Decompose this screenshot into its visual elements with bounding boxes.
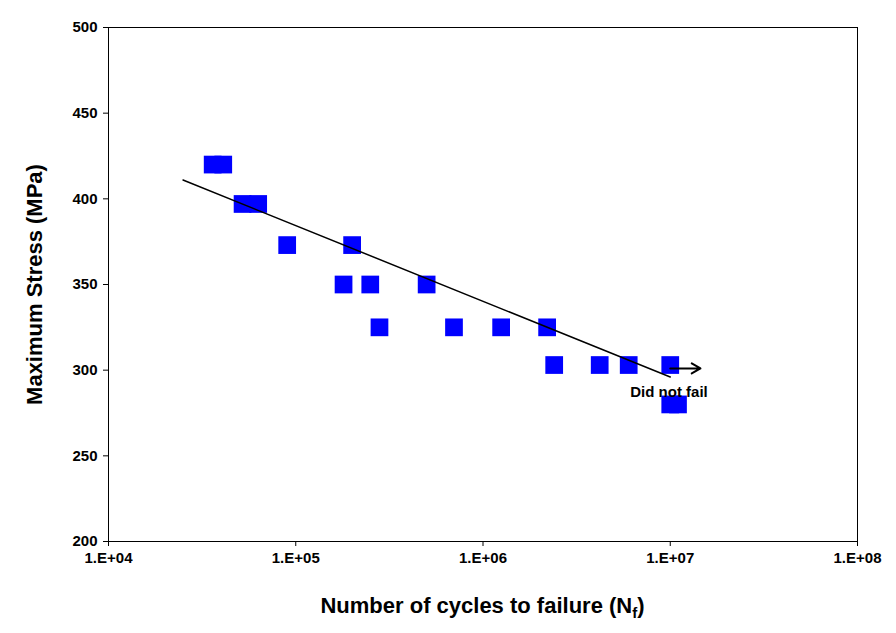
svg-text:Maximum Stress (MPa): Maximum Stress (MPa): [22, 164, 47, 405]
svg-text:500: 500: [72, 18, 97, 35]
svg-text:1.E+04: 1.E+04: [85, 549, 134, 566]
svg-text:300: 300: [72, 361, 97, 378]
svg-text:1.E+06: 1.E+06: [459, 549, 507, 566]
svg-text:1.E+08: 1.E+08: [834, 549, 882, 566]
svg-text:400: 400: [72, 190, 97, 207]
svg-text:Number of cycles to failure (N: Number of cycles to failure (Nf): [320, 593, 644, 621]
svg-text:200: 200: [72, 532, 97, 549]
svg-text:1.E+05: 1.E+05: [272, 549, 320, 566]
svg-text:250: 250: [72, 447, 97, 464]
svg-text:Did not fail: Did not fail: [630, 383, 708, 400]
svg-text:1.E+07: 1.E+07: [646, 549, 694, 566]
svg-text:450: 450: [72, 104, 97, 121]
svg-text:350: 350: [72, 275, 97, 292]
